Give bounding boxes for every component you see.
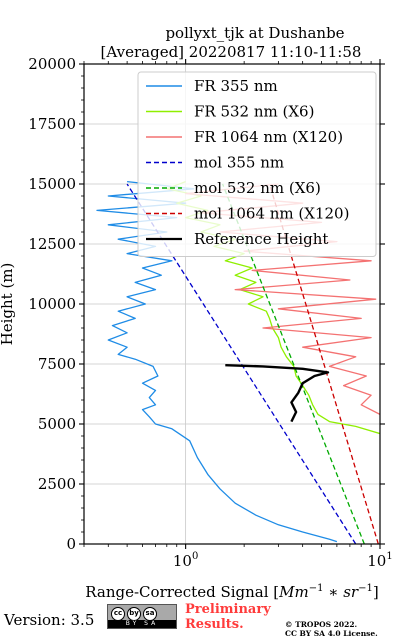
- legend-label: FR 355 nm: [194, 77, 278, 95]
- copyright-line2: CC BY SA 4.0 License.: [285, 629, 378, 638]
- chart-title-line1: pollyxt_tjk at Dushanbe: [165, 24, 344, 42]
- legend-label: mol 1064 nm (X120): [194, 205, 349, 223]
- legend-box: [137, 71, 377, 257]
- copyright-notice: © TROPOS 2022. CC BY SA 4.0 License.: [285, 620, 378, 638]
- x-axis-label: Range-Corrected Signal [Mm−1 ∗ sr−1]: [85, 583, 378, 600]
- legend-label: FR 1064 nm (X120): [194, 128, 343, 146]
- y-axis-label: Height (m): [0, 263, 16, 346]
- copyright-line1: © TROPOS 2022.: [285, 620, 358, 629]
- y-tick-label: 5000: [38, 415, 76, 433]
- version-label: Version: 3.5: [4, 611, 95, 629]
- x-tick-label: 101: [367, 551, 392, 570]
- series-line: [225, 364, 330, 423]
- cc-badge-strip: BY SA: [108, 620, 176, 628]
- preliminary-notice: Preliminary Results.: [185, 602, 271, 632]
- y-tick-label: 10000: [28, 295, 76, 313]
- y-tick-label: 20000: [28, 55, 76, 73]
- cc-license-badge[interactable]: cc by sa BY SA: [107, 604, 177, 629]
- legend: FR 355 nm FR 532 nm (X6) FR 1064 nm (X120)…: [137, 71, 377, 257]
- y-tick-label: 2500: [38, 475, 76, 493]
- share-alike-icon: sa: [143, 606, 157, 621]
- preliminary-line2: Results.: [185, 617, 244, 632]
- chart: pollyxt_tjk at Dushanbe [Averaged] 20220…: [0, 24, 393, 600]
- y-tick-label: 15000: [28, 175, 76, 193]
- y-tick-label: 0: [66, 535, 76, 553]
- y-tick-label: 7500: [38, 355, 76, 373]
- x-tick-label: 100: [173, 551, 198, 570]
- preliminary-line1: Preliminary: [185, 602, 271, 617]
- y-tick-label: 12500: [28, 235, 76, 253]
- legend-label: Reference Height: [194, 230, 328, 248]
- cc-icon: cc: [111, 606, 125, 621]
- chart-title-line2: [Averaged] 20220817 11:10-11:58: [101, 43, 362, 61]
- legend-label: mol 532 nm (X6): [194, 179, 321, 197]
- legend-label: mol 355 nm: [194, 154, 284, 172]
- attribution-icon: by: [127, 606, 141, 621]
- y-tick-label: 17500: [28, 115, 76, 133]
- legend-label: FR 532 nm (X6): [194, 103, 314, 121]
